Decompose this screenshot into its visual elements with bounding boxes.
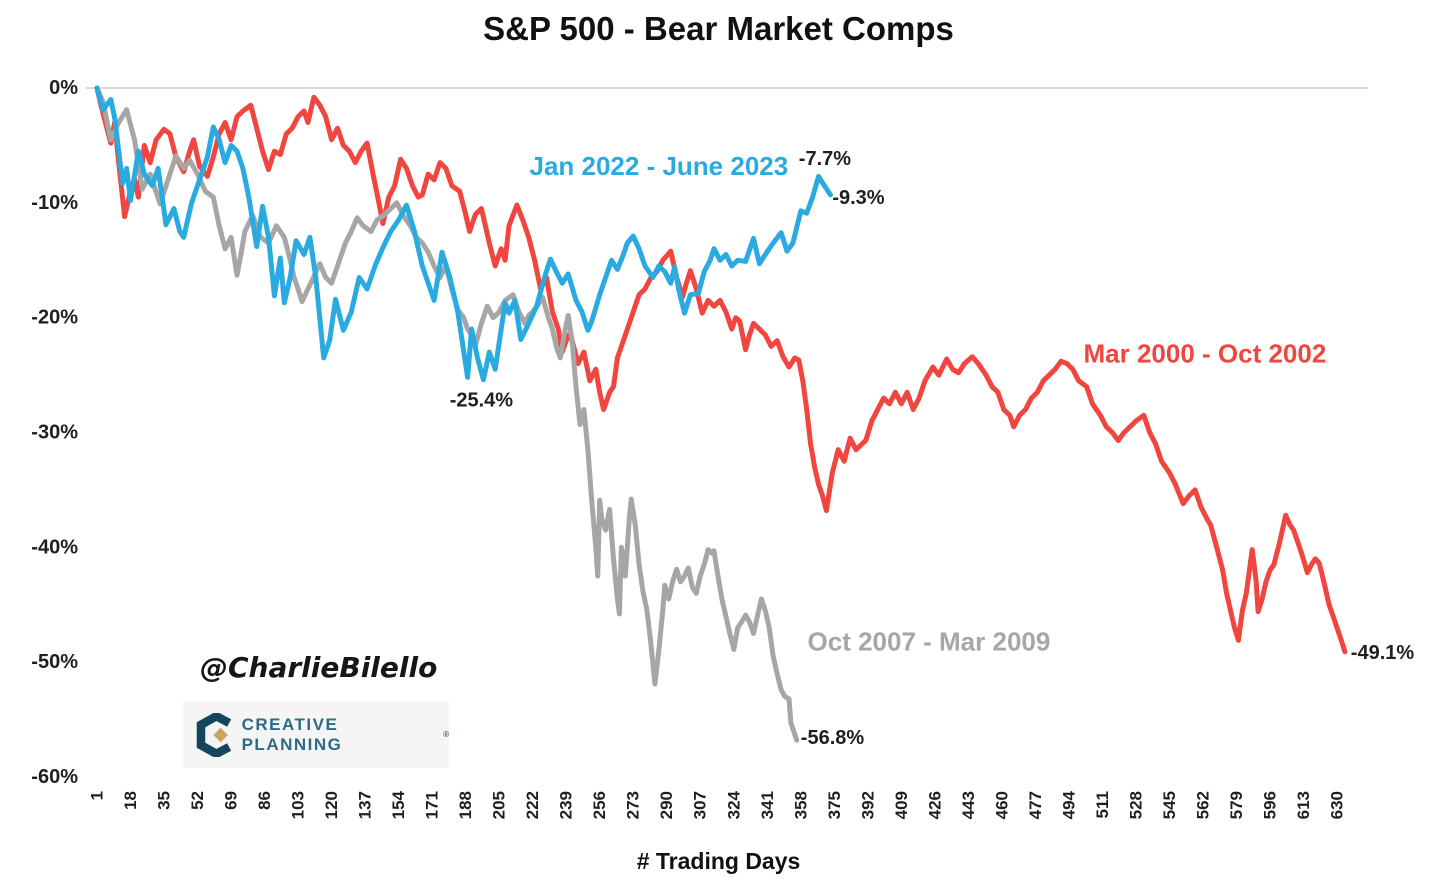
x-tick-120: 120 bbox=[322, 791, 341, 819]
x-tick-511: 511 bbox=[1093, 791, 1112, 818]
x-tick-205: 205 bbox=[490, 791, 509, 819]
x-tick-562: 562 bbox=[1193, 791, 1212, 819]
y-tick--10%: -10% bbox=[31, 192, 78, 214]
x-tick-86: 86 bbox=[255, 791, 274, 810]
x-tick-52: 52 bbox=[188, 791, 207, 810]
x-tick-596: 596 bbox=[1260, 791, 1279, 819]
x-tick-171: 171 bbox=[423, 791, 442, 819]
x-tick-154: 154 bbox=[389, 790, 408, 819]
y-tick--60%: -60% bbox=[31, 766, 78, 788]
x-tick-307: 307 bbox=[691, 791, 710, 819]
series-label-oct-2007-mar-2009: Oct 2007 - Mar 2009 bbox=[808, 626, 1051, 656]
x-tick-443: 443 bbox=[959, 791, 978, 819]
x-tick-239: 239 bbox=[557, 791, 576, 819]
x-tick-222: 222 bbox=[523, 791, 542, 819]
x-tick-375: 375 bbox=[825, 791, 844, 819]
annotation-25.4: -25.4% bbox=[450, 389, 514, 411]
x-tick-324: 324 bbox=[724, 790, 743, 819]
y-tick--30%: -30% bbox=[31, 422, 78, 444]
series-label-mar-2000-oct-2002: Mar 2000 - Oct 2002 bbox=[1084, 338, 1327, 368]
y-tick--40%: -40% bbox=[31, 536, 78, 558]
x-tick-1: 1 bbox=[88, 791, 107, 800]
x-tick-35: 35 bbox=[155, 791, 174, 810]
series-line-mar-2000-oct-2002 bbox=[94, 85, 1348, 655]
x-tick-545: 545 bbox=[1160, 791, 1179, 819]
x-tick-579: 579 bbox=[1227, 791, 1246, 819]
creative-planning-c-icon bbox=[196, 712, 232, 757]
annotation-49.1: -49.1% bbox=[1351, 642, 1415, 664]
x-tick-477: 477 bbox=[1026, 791, 1045, 819]
x-tick-188: 188 bbox=[456, 791, 475, 819]
annotation-9.3: -9.3% bbox=[832, 187, 884, 209]
x-tick-460: 460 bbox=[992, 791, 1011, 819]
x-tick-341: 341 bbox=[758, 791, 777, 819]
x-tick-426: 426 bbox=[925, 791, 944, 819]
series-line-jan-2022-june-2023 bbox=[94, 85, 833, 383]
series-line-oct-2007-mar-2009 bbox=[94, 85, 800, 743]
x-tick-494: 494 bbox=[1059, 790, 1078, 819]
series-label-jan-2022-june-2023: Jan 2022 - June 2023 bbox=[529, 151, 788, 181]
y-tick--20%: -20% bbox=[31, 307, 78, 329]
y-tick-0%: 0% bbox=[49, 77, 78, 99]
y-tick--50%: -50% bbox=[31, 651, 78, 673]
registered-mark: ® bbox=[443, 730, 449, 739]
x-tick-358: 358 bbox=[791, 791, 810, 819]
x-tick-137: 137 bbox=[356, 791, 375, 819]
x-tick-256: 256 bbox=[590, 791, 609, 819]
x-tick-69: 69 bbox=[222, 791, 241, 810]
creative-planning-logo: CREATIVE PLANNING ® bbox=[183, 701, 449, 768]
x-tick-273: 273 bbox=[624, 791, 643, 819]
x-axis-title: # Trading Days bbox=[636, 848, 801, 874]
x-tick-613: 613 bbox=[1294, 791, 1313, 819]
watermark-charliebilello: @CharlieBilello bbox=[200, 651, 438, 684]
x-tick-290: 290 bbox=[657, 791, 676, 819]
creative-planning-wordmark: CREATIVE PLANNING bbox=[241, 714, 343, 754]
x-tick-392: 392 bbox=[858, 791, 877, 819]
x-tick-103: 103 bbox=[289, 791, 308, 819]
annotation-56.8: -56.8% bbox=[801, 727, 865, 749]
x-tick-630: 630 bbox=[1328, 791, 1347, 819]
x-tick-409: 409 bbox=[892, 791, 911, 819]
chart-title: S&P 500 - Bear Market Comps bbox=[483, 10, 954, 47]
annotation-7.7: -7.7% bbox=[799, 148, 851, 170]
x-tick-18: 18 bbox=[121, 791, 140, 810]
x-tick-528: 528 bbox=[1126, 791, 1145, 819]
